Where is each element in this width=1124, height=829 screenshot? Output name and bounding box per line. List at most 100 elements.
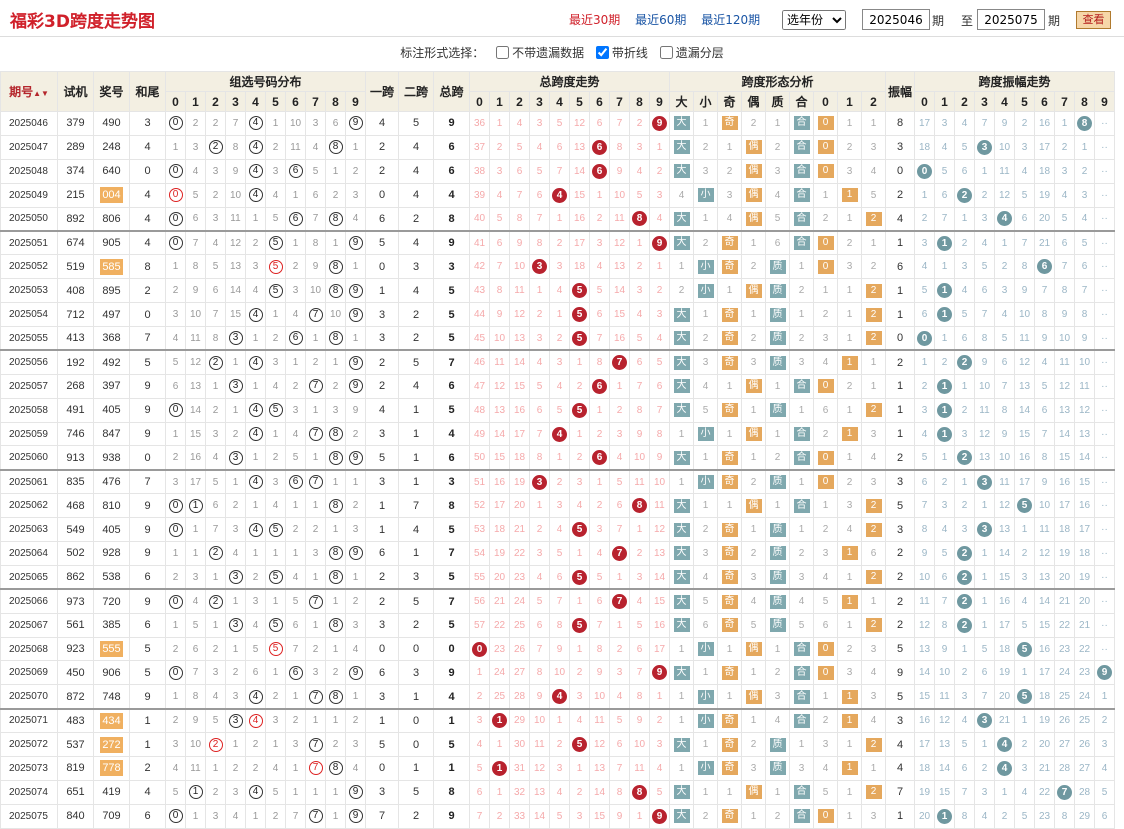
hw-header: 和尾 [129, 71, 166, 112]
shape-mark: 大 [673, 737, 690, 752]
kdzs-cell: 2 [649, 278, 670, 304]
kdzs-cell: 4 [589, 254, 610, 280]
zx-cell: 10 [325, 302, 346, 328]
end-issue-input[interactable] [977, 9, 1045, 30]
zk-cell: 1 [433, 707, 470, 734]
zfzs-cell: 6 [1094, 803, 1115, 829]
period-60-link[interactable]: 最近60期 [635, 13, 687, 27]
zfzs-cell: 3 [974, 517, 995, 543]
hw-cell: 7 [129, 326, 166, 351]
kdzs-cell: 6 [489, 229, 510, 256]
ek-cell: 1 [398, 541, 434, 566]
kj-cell: 906 [93, 660, 130, 686]
zfzs-cell: 3 [914, 397, 935, 423]
zx-cell: 4 [245, 421, 266, 447]
span-hit-ball: 7 [612, 545, 627, 561]
zx-cell: 0 [165, 803, 186, 829]
xt-header: 跨度形态分析 [669, 71, 886, 92]
kdzs-cell: 5 [549, 541, 570, 566]
zfzs-cell: 10 [974, 373, 995, 399]
kdzs-cell: 7 [529, 421, 550, 447]
zf-cell: 5 [885, 493, 915, 519]
period-30-link[interactable]: 最近30期 [569, 13, 621, 27]
mod-mark: 1 [841, 713, 858, 728]
zx-cell: 4 [305, 134, 326, 160]
kdzs-cell: 23 [509, 564, 530, 590]
ek-cell: 3 [398, 564, 434, 590]
zx-cell: 7 [305, 588, 326, 614]
issue-cell: 2025072 [0, 732, 58, 758]
header-row-1: 期号▲▼ 试机 奖号 和尾 组选号码分布 一跨 二跨 总跨 总跨度走势 跨度形态分析 振幅 跨度振幅走… [0, 71, 1115, 112]
layer-option[interactable]: 遗漏分层 [659, 46, 724, 60]
kdzs-cell: 2 [649, 707, 670, 734]
zx-cell: 7 [305, 468, 326, 495]
zx-cell: 3 [225, 684, 246, 710]
shape-cell: 3 [693, 541, 718, 566]
polyline-checkbox[interactable] [595, 46, 609, 59]
zfzs-cell: ·· [1094, 278, 1115, 304]
shape-cell: 1 [861, 373, 886, 399]
kdzs-cell: 8 [589, 636, 610, 662]
kdzs-cell: 5 [489, 206, 510, 232]
no-omit-checkbox[interactable] [496, 46, 510, 59]
zx-cell: 1 [305, 397, 326, 423]
zfzs-cell: 11 [1034, 517, 1055, 543]
kdzs-cell: 4 [549, 779, 570, 805]
shape-cell: 2 [741, 541, 766, 566]
zx-cell: 8 [325, 326, 346, 351]
zfzs-cell: 1 [974, 158, 995, 184]
kdzs-cell: 6 [589, 158, 610, 184]
zfzs-cell: 3 [934, 111, 955, 136]
ek-cell: 1 [398, 468, 434, 495]
kj-cell: 419 [93, 779, 130, 805]
kdzs-cell: 19 [489, 541, 510, 566]
shape-cell: 1 [717, 493, 742, 519]
sort-icon[interactable]: ▲▼ [33, 89, 49, 98]
zfzs-cell: 4 [954, 707, 975, 734]
shape-cell: 1 [837, 111, 862, 136]
polyline-option[interactable]: 带折线 [595, 46, 648, 60]
zx-cell: 1 [325, 349, 346, 375]
shape-cell: 1 [669, 636, 694, 662]
no-omit-option[interactable]: 不带遗漏数据 [496, 46, 584, 60]
table-row: 2025057 268 397 9 6 13 1 3 1 4 2 7 2 9 2 4 6 47 12 15 5 4 2 6 1 7… [0, 373, 1115, 399]
kdzs-cell: 8 [629, 206, 650, 232]
start-issue-input[interactable] [862, 9, 930, 30]
zx-cell: 3 [305, 541, 326, 566]
zfzs-cell: 1 [974, 564, 995, 590]
zfzs-cell: ·· [1094, 373, 1115, 399]
kdzs-cell: 3 [489, 158, 510, 184]
zfzs-cell: 1 [1014, 517, 1035, 543]
zx-cell: 4 [285, 564, 306, 590]
zfzs-digit-header: 6 [1034, 91, 1055, 112]
zx-cell: 1 [325, 779, 346, 805]
issue-cell: 2025059 [0, 421, 58, 447]
zx-cell: 1 [325, 468, 346, 495]
zx-cell: 1 [265, 541, 286, 566]
view-button[interactable]: 查看 [1076, 11, 1111, 29]
zfzs-cell: 7 [934, 206, 955, 232]
period-120-link[interactable]: 最近120期 [701, 13, 761, 27]
shape-cell: 2 [861, 302, 886, 328]
zfzs-cell: 4 [974, 229, 995, 256]
shape-cell: 奇 [717, 707, 742, 734]
shape-cell: 3 [837, 493, 862, 519]
zx-cell: 4 [245, 517, 266, 543]
kdzs-cell: 11 [589, 707, 610, 734]
layer-checkbox[interactable] [659, 46, 673, 59]
zx-cell: 1 [245, 541, 266, 566]
kdzs-cell: 10 [489, 326, 510, 351]
shape-cell: 合 [789, 229, 814, 256]
kdzs-cell: 55 [469, 564, 490, 590]
zx-cell: 1 [325, 229, 346, 256]
zfzs-cell: 8 [1074, 111, 1095, 136]
shape-cell: 2 [669, 278, 694, 304]
ek-cell: 0 [398, 636, 434, 662]
kdzs-cell: 24 [489, 660, 510, 686]
shape-cell: 1 [789, 517, 814, 543]
span-hit-ball: 5 [572, 617, 587, 633]
table-row: 2025046 379 490 3 0 2 2 7 4 1 10 3 6 9 4 5 9 36 1 4 3 5 12 6 7 2 9… [0, 111, 1115, 136]
shape-cell: 1 [693, 660, 718, 686]
year-select[interactable]: 选年份 [782, 10, 846, 30]
shape-mark: 合 [793, 211, 810, 226]
